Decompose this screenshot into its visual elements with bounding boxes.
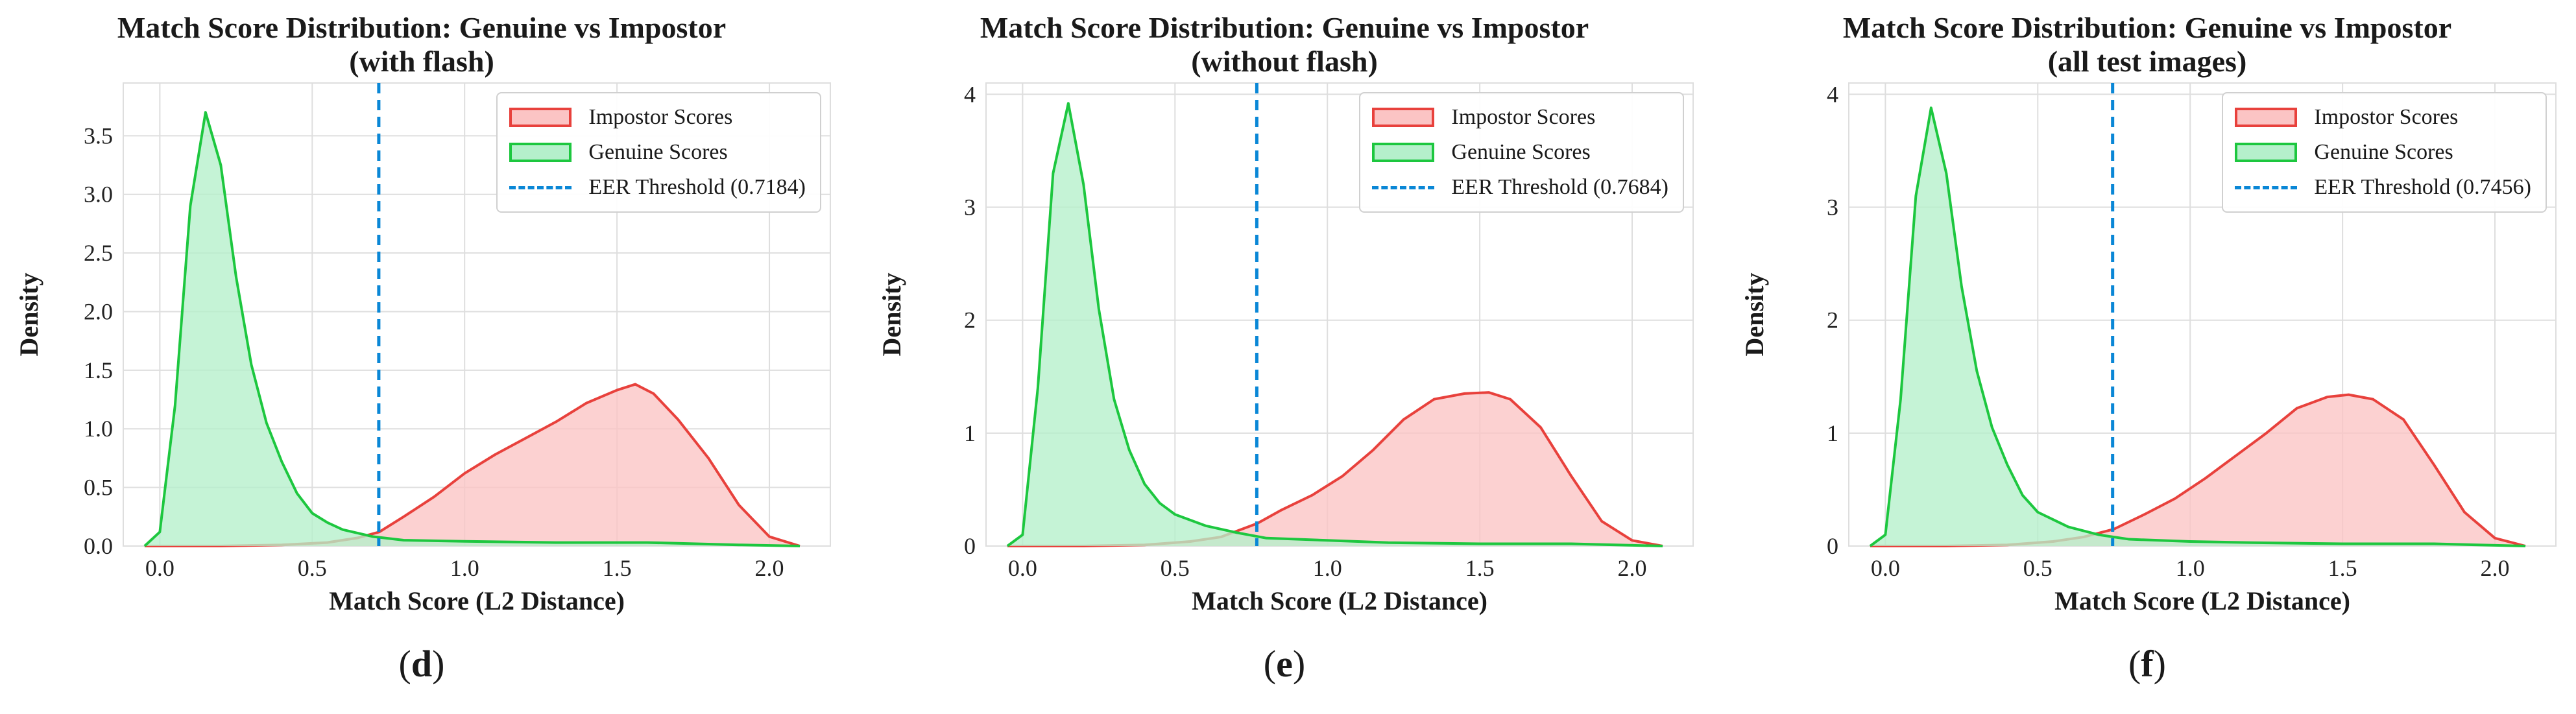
genuine-swatch	[509, 143, 572, 162]
legend-item-genuine: Genuine Scores	[509, 135, 806, 170]
chart-title: Match Score Distribution: Genuine vs Imp…	[1842, 11, 2452, 44]
genuine-density-line	[1006, 102, 1663, 547]
y-tick-label: 4	[964, 81, 976, 107]
x-tick-label: 2.0	[755, 555, 784, 581]
x-tick-label: 1.5	[1465, 555, 1495, 581]
y-tick-label: 0	[1827, 533, 1838, 559]
chart-legend: Impostor Scores Genuine Scores EER Thres…	[2222, 92, 2547, 213]
y-tick-label: 3	[1827, 195, 1838, 220]
legend-label-genuine: Genuine Scores	[588, 140, 728, 164]
x-tick-label: 0.0	[145, 555, 175, 581]
y-axis-label: Density	[14, 273, 43, 357]
y-tick-label: 4	[1827, 81, 1838, 107]
chart-title: Match Score Distribution: Genuine vs Imp…	[980, 11, 1589, 44]
threshold-swatch	[509, 185, 572, 189]
x-tick-label: 1.5	[2328, 555, 2357, 581]
kde-chart-e: 0.0 0.5 1.0 1.5 2.0 0 1 2 3 4 Match Score (L2 Dist…	[877, 81, 1694, 615]
x-tick-label: 0.0	[1008, 555, 1037, 581]
threshold-swatch	[2235, 185, 2298, 189]
legend-item-threshold: EER Threshold (0.7184)	[509, 170, 806, 205]
panel-label: (d)	[398, 643, 445, 685]
chart-legend: Impostor Scores Genuine Scores EER Thres…	[1359, 92, 1684, 213]
legend-label-genuine: Genuine Scores	[2314, 140, 2453, 164]
x-tick-label: 2.0	[1618, 555, 1647, 581]
genuine-density-fill	[144, 112, 800, 546]
y-tick-label: 2.0	[84, 298, 113, 324]
genuine-density-fill	[1007, 103, 1663, 547]
chart-panel-d: Match Score Distribution: Genuine vs Imp…	[0, 0, 843, 714]
x-tick-label: 2.0	[2481, 555, 2510, 581]
impostor-swatch	[509, 108, 572, 127]
y-tick-label: 1	[1827, 420, 1838, 446]
legend-item-genuine: Genuine Scores	[2235, 135, 2531, 170]
x-tick-label: 0.5	[1161, 555, 1190, 581]
chart-title: Match Score Distribution: Genuine vs Imp…	[117, 11, 727, 44]
genuine-density-line	[143, 111, 800, 547]
genuine-density-fill	[1870, 108, 2526, 546]
legend-label-threshold: EER Threshold (0.7184)	[588, 175, 806, 199]
chart-panel-f: Match Score Distribution: Genuine vs Imp…	[1726, 0, 2569, 714]
y-tick-label: 0.0	[84, 533, 113, 559]
y-tick-label: 1	[964, 420, 976, 446]
impostor-density-fill	[144, 384, 800, 546]
impostor-swatch	[2235, 108, 2298, 127]
legend-item-threshold: EER Threshold (0.7684)	[1372, 170, 1668, 205]
x-tick-label: 0.5	[2023, 555, 2052, 581]
y-tick-label: 2.5	[84, 240, 113, 266]
kde-chart-f: 0.0 0.5 1.0 1.5 2.0 0 1 2 3 4 Match Score (L2 Dist…	[1740, 81, 2557, 615]
genuine-swatch	[1372, 143, 1435, 162]
y-tick-label: 2	[964, 307, 976, 333]
threshold-swatch	[1372, 185, 1435, 189]
x-axis-label: Match Score (L2 Distance)	[329, 586, 625, 615]
impostor-swatch	[1372, 108, 1435, 127]
legend-item-impostor: Impostor Scores	[1372, 100, 1668, 135]
kde-chart-d: 0.0 0.5 1.0 1.5 2.0 0.0 0.5 1.0 1.5 2.0 2.5 3.0 3.5 M…	[14, 82, 831, 615]
chart-subtitle: (all test images)	[2047, 45, 2247, 78]
y-tick-label: 0.5	[84, 475, 113, 501]
legend-item-impostor: Impostor Scores	[509, 100, 806, 135]
y-tick-label: 3.0	[84, 182, 113, 208]
legend-label-genuine: Genuine Scores	[1451, 140, 1591, 164]
legend-label-impostor: Impostor Scores	[2314, 105, 2459, 129]
impostor-density-fill	[1007, 392, 1663, 546]
y-tick-label: 3.5	[84, 123, 113, 149]
y-tick-label: 3	[964, 195, 976, 220]
legend-item-genuine: Genuine Scores	[1372, 135, 1668, 170]
chart-legend: Impostor Scores Genuine Scores EER Thres…	[496, 92, 821, 213]
y-tick-label: 1.5	[84, 357, 113, 383]
legend-label-impostor: Impostor Scores	[588, 105, 733, 129]
legend-item-threshold: EER Threshold (0.7456)	[2235, 170, 2531, 205]
legend-label-threshold: EER Threshold (0.7684)	[1451, 175, 1668, 199]
x-tick-label: 1.0	[2176, 555, 2205, 581]
y-tick-label: 2	[1827, 307, 1838, 333]
x-tick-label: 0.5	[298, 555, 327, 581]
y-axis-label: Density	[877, 273, 906, 357]
genuine-swatch	[2235, 143, 2298, 162]
x-tick-label: 0.0	[1871, 555, 1900, 581]
x-axis-label: Match Score (L2 Distance)	[1192, 586, 1487, 615]
legend-label-impostor: Impostor Scores	[1451, 105, 1596, 129]
legend-label-threshold: EER Threshold (0.7456)	[2314, 175, 2531, 199]
x-tick-label: 1.5	[603, 555, 632, 581]
y-tick-label: 0	[964, 533, 976, 559]
x-axis-label: Match Score (L2 Distance)	[2054, 586, 2350, 615]
panel-label: (e)	[1263, 643, 1306, 685]
chart-subtitle: (without flash)	[1191, 45, 1378, 78]
legend-item-impostor: Impostor Scores	[2235, 100, 2531, 135]
panel-label: (f)	[2128, 643, 2166, 685]
x-tick-label: 1.0	[450, 555, 479, 581]
chart-subtitle: (with flash)	[349, 45, 494, 78]
chart-panel-e: Match Score Distribution: Genuine vs Imp…	[863, 0, 1706, 714]
y-axis-label: Density	[1740, 273, 1769, 357]
y-tick-label: 1.0	[84, 416, 113, 442]
impostor-density-fill	[1870, 394, 2526, 546]
genuine-density-line	[1869, 106, 2526, 547]
x-tick-label: 1.0	[1313, 555, 1342, 581]
